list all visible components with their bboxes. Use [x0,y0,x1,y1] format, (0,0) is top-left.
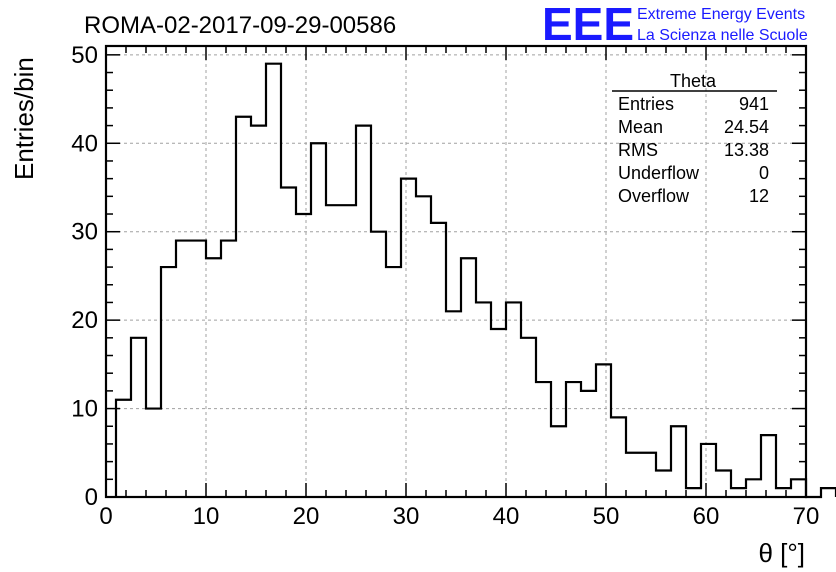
stats-value-entries: 941 [739,94,769,114]
grid-lines [106,46,806,497]
x-tick-label: 0 [99,503,112,530]
y-tick-label: 40 [71,130,98,157]
x-tick-label: 20 [293,503,320,530]
x-tick-label: 30 [393,503,420,530]
y-tick-label: 50 [71,42,98,69]
y-tick-label: 30 [71,219,98,246]
stats-label-mean: Mean [618,117,663,137]
histogram-line [114,62,836,499]
eee-logo-mark: EEE [542,0,634,50]
stats-label-entries: Entries [618,94,674,114]
stats-value-overflow: 12 [749,186,769,206]
x-tick-label: 70 [793,503,820,530]
stats-box: Theta Entries 941 Mean 24.54 RMS 13.38 U… [612,71,777,206]
stats-label-overflow: Overflow [618,186,690,206]
axis-ticks [105,46,807,498]
x-tick-label: 50 [593,503,620,530]
stats-title: Theta [670,71,717,91]
plot-frame [104,44,808,499]
y-tick-labels: 0 10 20 30 40 50 [71,42,98,511]
y-axis-title: Entries/bin [9,57,39,180]
x-tick-label: 60 [693,503,720,530]
eee-logo-line1: Extreme Energy Events [637,6,805,23]
stats-label-underflow: Underflow [618,163,700,183]
stats-label-rms: RMS [618,140,658,160]
y-tick-label: 0 [85,484,98,511]
x-tick-label: 10 [193,503,220,530]
y-tick-label: 20 [71,307,98,334]
eee-logo: EEE Extreme Energy Events La Scienza nel… [542,0,808,50]
stats-value-rms: 13.38 [724,140,769,160]
y-tick-label: 10 [71,396,98,423]
x-axis-title: θ [°] [758,538,805,568]
eee-logo-line2: La Scienza nelle Scuole [637,27,808,44]
run-title: ROMA-02-2017-09-29-00586 [84,12,396,39]
stats-value-underflow: 0 [759,163,769,183]
stats-value-mean: 24.54 [724,117,769,137]
x-tick-label: 40 [493,503,520,530]
x-tick-labels: 0 10 20 30 40 50 60 70 [99,503,819,530]
